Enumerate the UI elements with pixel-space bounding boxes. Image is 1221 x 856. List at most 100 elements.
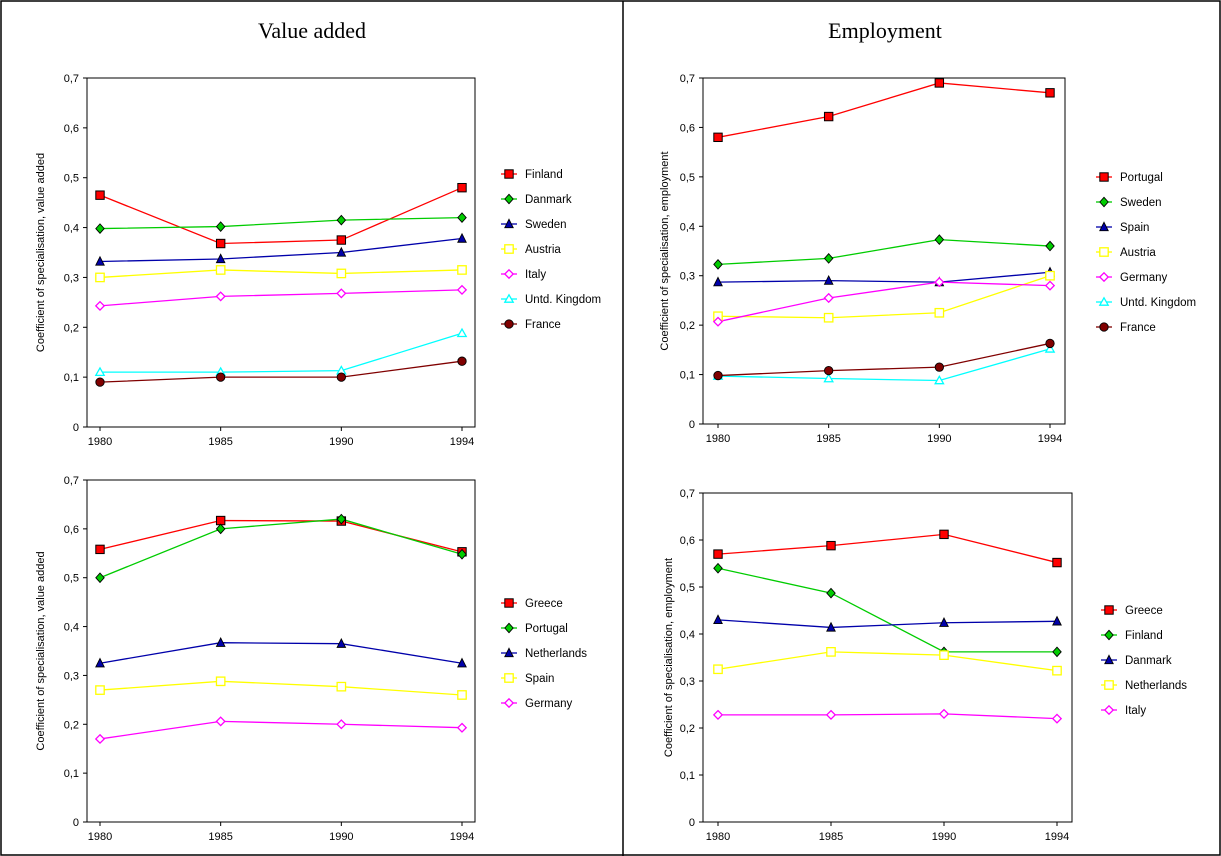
legend-label: Finland xyxy=(525,169,563,181)
legend-marker xyxy=(504,319,514,329)
x-tick-label: 1990 xyxy=(329,436,353,448)
series-line-france xyxy=(99,360,463,383)
data-point xyxy=(934,78,945,88)
legend-label: Untd. Kingdom xyxy=(525,294,601,306)
data-point xyxy=(457,182,467,193)
x-tick-label: 1990 xyxy=(932,831,956,843)
x-tick-label: 1980 xyxy=(706,433,730,445)
y-tick-label: 0,3 xyxy=(64,272,79,284)
data-point xyxy=(457,657,467,668)
data-point xyxy=(215,265,226,275)
data-point xyxy=(215,221,226,232)
series-line-germany xyxy=(99,720,463,740)
data-point xyxy=(1051,713,1063,724)
data-point xyxy=(456,722,468,733)
data-point xyxy=(95,272,105,283)
legend-marker xyxy=(504,647,514,658)
legend-label: Italy xyxy=(525,269,546,281)
y-tick-label: 0,1 xyxy=(680,770,695,782)
data-point xyxy=(95,255,105,266)
data-point xyxy=(215,291,226,302)
legend-marker xyxy=(504,193,514,205)
series-line-greece xyxy=(717,533,1058,564)
y-tick-label: 0 xyxy=(73,422,79,434)
y-tick-label: 0,1 xyxy=(680,370,695,382)
data-point xyxy=(1052,665,1062,676)
series-line-portugal xyxy=(717,82,1051,138)
data-point xyxy=(457,690,467,700)
data-point xyxy=(94,300,106,311)
legend-marker xyxy=(1104,654,1114,665)
legend-marker xyxy=(504,244,514,254)
data-point xyxy=(825,709,837,720)
x-tick-label: 1994 xyxy=(450,831,474,843)
legend-label: Untd. Kingdom xyxy=(1120,297,1196,309)
data-point xyxy=(457,356,467,366)
chart-value-added-bottom: 0 0,1 0,2 0,3 0,4 0,5 0,6 0,7 1980 1985 1990 1994 Co… xyxy=(35,475,587,843)
data-point xyxy=(95,685,105,695)
data-point xyxy=(934,362,944,372)
legend-marker xyxy=(1099,221,1109,232)
x-tick-label: 1985 xyxy=(208,436,232,448)
legend-marker xyxy=(1099,247,1109,257)
y-tick-label: 0,6 xyxy=(680,535,695,547)
y-tick-label: 0,7 xyxy=(680,73,695,85)
data-point xyxy=(336,513,347,525)
y-axis-label: Coefficient of specialisation, employmen… xyxy=(659,151,671,350)
data-point xyxy=(712,709,724,720)
legend-label: Portugal xyxy=(525,623,568,635)
data-point xyxy=(713,276,723,287)
data-point xyxy=(1045,240,1055,252)
data-point xyxy=(939,617,949,627)
plot-area xyxy=(86,77,476,428)
series-line-danmark xyxy=(99,216,463,230)
data-point xyxy=(457,548,467,560)
legend-label: Danmark xyxy=(1125,655,1172,667)
y-tick-label: 0,6 xyxy=(64,524,79,536)
data-point xyxy=(823,253,834,264)
legend-label: Finland xyxy=(1125,630,1163,642)
series-line-germany xyxy=(717,281,1051,323)
data-point xyxy=(934,277,945,288)
series-line-danmark xyxy=(717,619,1058,629)
data-point xyxy=(216,372,226,382)
x-tick-label: 1985 xyxy=(208,831,232,843)
data-point xyxy=(823,274,834,285)
data-point xyxy=(457,212,467,223)
data-point xyxy=(95,190,105,200)
y-tick-label: 0,5 xyxy=(680,172,695,184)
x-tick-label: 1994 xyxy=(1045,831,1069,843)
legend-marker xyxy=(1098,271,1110,283)
data-point xyxy=(1044,343,1056,353)
data-point xyxy=(824,365,834,376)
y-tick-label: 0,2 xyxy=(64,322,79,334)
legend-label: Netherlands xyxy=(525,648,587,660)
series-line-sweden xyxy=(717,238,1051,265)
data-point xyxy=(713,132,723,143)
series-line-portugal xyxy=(99,518,463,579)
data-point xyxy=(1044,280,1056,291)
y-tick-label: 0,2 xyxy=(680,723,695,735)
y-tick-label: 0,3 xyxy=(680,676,695,688)
legend-marker xyxy=(1104,680,1114,690)
x-tick-label: 1990 xyxy=(329,831,353,843)
data-point xyxy=(939,650,949,661)
data-point xyxy=(826,587,836,599)
series-line-netherlands xyxy=(99,642,463,664)
x-tick-label: 1994 xyxy=(450,436,474,448)
series-line-sweden xyxy=(99,237,463,263)
legend-marker xyxy=(504,218,514,229)
data-point xyxy=(1045,270,1055,281)
legend-label: Greece xyxy=(1125,605,1163,617)
data-point xyxy=(215,238,226,249)
y-axis-label: Coefficient of specialisation, employmen… xyxy=(663,558,675,757)
data-point xyxy=(1052,615,1062,626)
legend-label: Germany xyxy=(525,698,573,710)
data-point xyxy=(1045,88,1055,98)
legend-marker xyxy=(503,293,515,303)
legend-marker xyxy=(503,268,515,280)
x-tick-label: 1985 xyxy=(819,831,843,843)
legend-marker xyxy=(1099,196,1109,208)
